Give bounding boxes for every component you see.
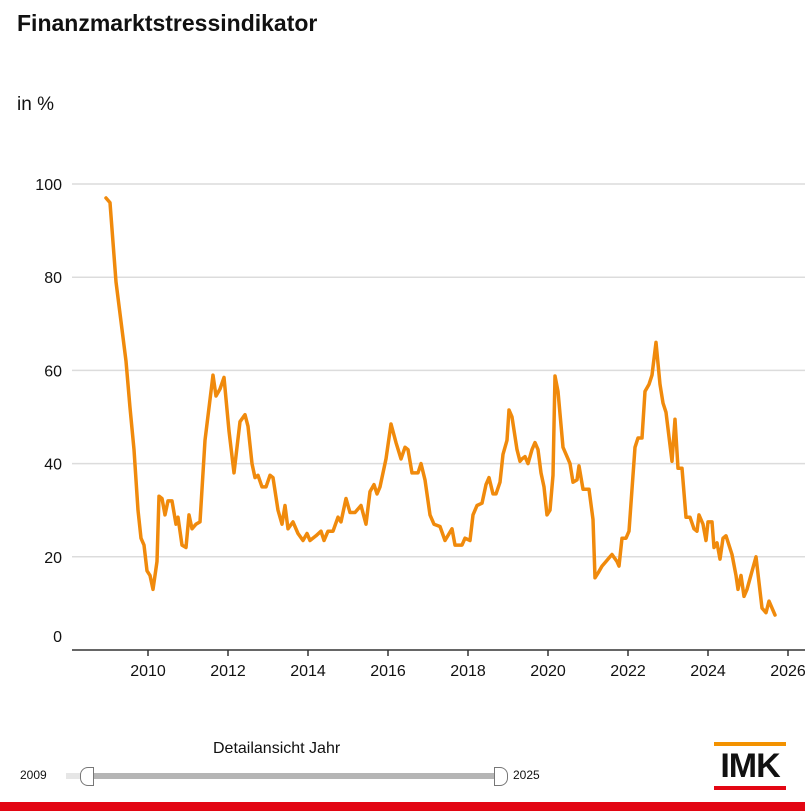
x-tick-label: 2024 xyxy=(690,663,726,680)
y-tick-label: 80 xyxy=(44,270,62,287)
imk-logo: IMK xyxy=(714,742,786,790)
chart-title: Finanzmarktstressindikator xyxy=(17,10,318,36)
logo-text: IMK xyxy=(720,747,780,785)
y-tick-label: 100 xyxy=(35,177,62,194)
x-tick-label: 2018 xyxy=(450,663,486,680)
slider-label: Detailansicht Jahr xyxy=(213,740,341,757)
x-tick-label: 2016 xyxy=(370,663,406,680)
line-chart: 0 20 40 60 80 100 2010 2012 2014 2016 2018 2020 2022… xyxy=(35,177,805,680)
x-tick-label: 2022 xyxy=(610,663,646,680)
x-tick-label: 2014 xyxy=(290,663,326,680)
y-tick-label: 20 xyxy=(44,550,62,567)
x-tick-label: 2010 xyxy=(130,663,166,680)
slider-min-label: 2009 xyxy=(20,768,47,782)
footer-red-bar xyxy=(0,802,805,811)
y-tick-label: 40 xyxy=(44,457,62,474)
x-tick-label: 2012 xyxy=(210,663,246,680)
y-tick-label: 60 xyxy=(44,363,62,380)
x-tick-label: 2026 xyxy=(770,663,805,680)
y-axis-unit: in % xyxy=(17,94,54,115)
logo-orange-bar xyxy=(714,742,786,746)
slider-max-label: 2025 xyxy=(513,768,540,782)
y-tick-label: 0 xyxy=(53,629,62,646)
slider-selected-range[interactable] xyxy=(88,773,498,779)
series-line xyxy=(104,196,777,617)
slider-handle-start[interactable] xyxy=(80,767,94,786)
logo-red-bar xyxy=(714,786,786,790)
slider-handle-end[interactable] xyxy=(494,767,508,786)
x-tick-label: 2020 xyxy=(530,663,566,680)
